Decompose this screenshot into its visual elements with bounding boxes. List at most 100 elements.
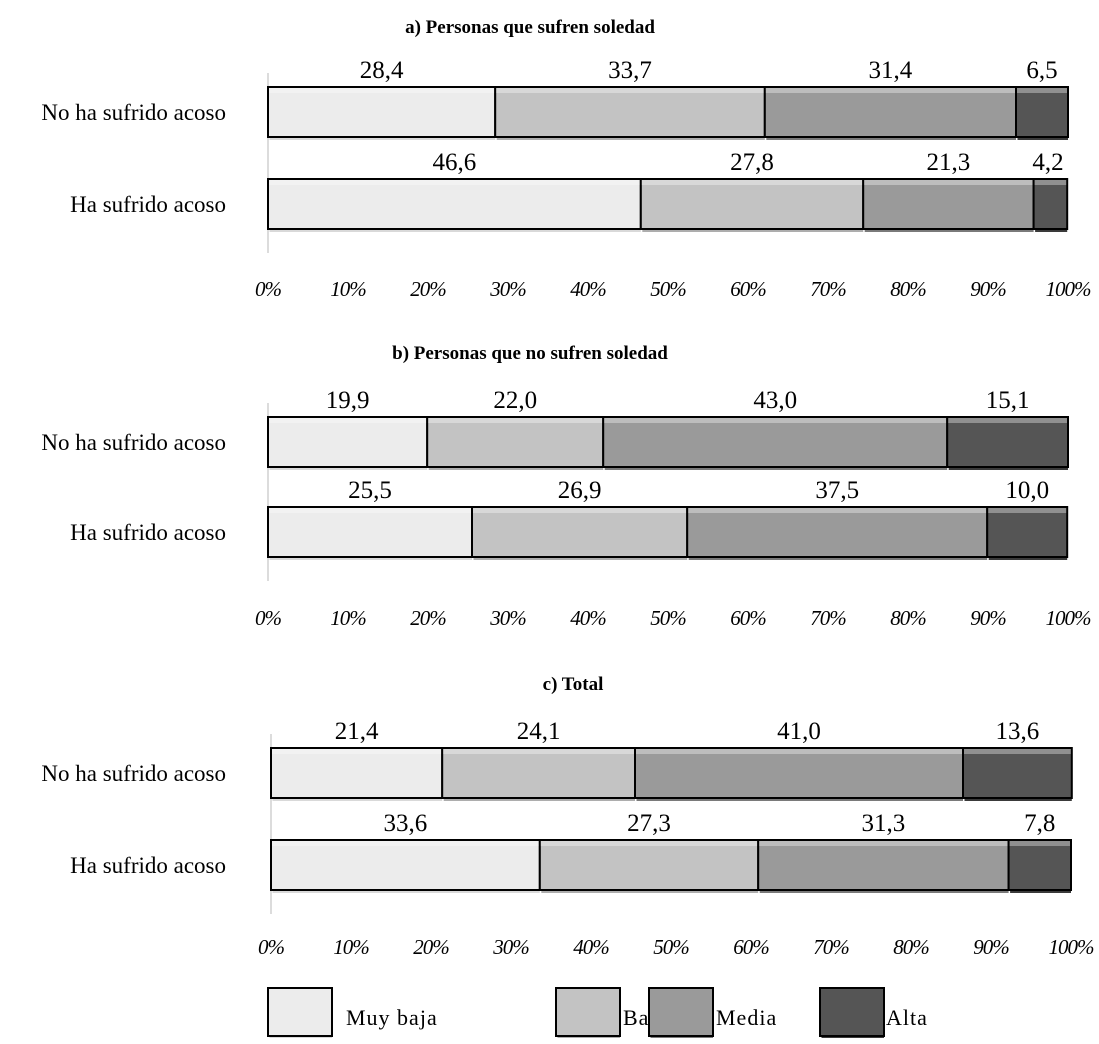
bar-segment-highlight bbox=[988, 508, 1067, 513]
x-tick-label: 60% bbox=[733, 935, 769, 959]
x-tick-label: 50% bbox=[650, 277, 686, 301]
x-tick-label: 30% bbox=[489, 606, 526, 630]
x-tick-label: 10% bbox=[330, 277, 366, 301]
bar-segment-highlight bbox=[269, 508, 471, 513]
chart-panel-1: a) Personas que sufren soledad No ha sufr… bbox=[41, 17, 1092, 301]
bar-segment-alta bbox=[946, 416, 1070, 468]
legend: Muy baja Baja Media Alta bbox=[267, 987, 928, 1038]
data-label: 22,0 bbox=[493, 387, 537, 414]
legend-label: Muy baja bbox=[346, 1005, 438, 1030]
bar-segment-highlight bbox=[540, 841, 758, 846]
data-label: 31,4 bbox=[869, 57, 913, 84]
data-label: 4,2 bbox=[1032, 149, 1063, 176]
x-tick-label: 60% bbox=[730, 277, 766, 301]
bar-segment-highlight bbox=[428, 418, 603, 423]
bar-segment-highlight bbox=[269, 88, 495, 93]
bar-segment-highlight bbox=[765, 88, 1015, 93]
bar-segment-highlight bbox=[1034, 180, 1067, 185]
data-label: 33,7 bbox=[608, 57, 652, 84]
x-tick-label: 50% bbox=[650, 606, 686, 630]
x-tick-label: 100% bbox=[1046, 277, 1092, 301]
bar-segment-media bbox=[602, 416, 949, 468]
bar-segment-media bbox=[763, 86, 1017, 138]
legend-swatch bbox=[555, 987, 621, 1037]
x-tick-label: 10% bbox=[330, 606, 366, 630]
x-tick-label: 0% bbox=[255, 606, 282, 630]
x-tick-label: 80% bbox=[893, 935, 929, 959]
panel-title: a) Personas que sufren soledad bbox=[405, 17, 655, 38]
x-tick-label: 20% bbox=[410, 606, 446, 630]
legend-label: Media bbox=[716, 1005, 777, 1030]
data-label: 37,5 bbox=[815, 477, 859, 504]
bar-segment-highlight bbox=[269, 180, 640, 185]
bar-segment-media bbox=[757, 839, 1010, 891]
data-label: 15,1 bbox=[986, 387, 1030, 414]
category-label: Ha sufrido acoso bbox=[70, 192, 226, 217]
legend-swatch bbox=[648, 987, 714, 1037]
x-tick-label: 90% bbox=[973, 935, 1009, 959]
bar-segment-muy-baja bbox=[270, 839, 541, 891]
data-label: 26,9 bbox=[558, 477, 602, 504]
data-label: 25,5 bbox=[348, 477, 392, 504]
bar-segment-highlight bbox=[688, 508, 987, 513]
x-tick-label: 90% bbox=[970, 277, 1006, 301]
data-label: 28,4 bbox=[360, 57, 404, 84]
legend-item: Alta bbox=[819, 987, 928, 1038]
data-label: 46,6 bbox=[433, 149, 477, 176]
x-tick-label: 30% bbox=[492, 935, 529, 959]
bar-segment-muy-baja bbox=[267, 416, 429, 468]
x-tick-label: 80% bbox=[890, 277, 926, 301]
bar-segment-baja bbox=[538, 839, 760, 891]
panel-title: b) Personas que no sufren soledad bbox=[392, 343, 668, 364]
chart-panel-3: c) Total No ha sufrido acoso 21,4 24,1 41,0 1… bbox=[41, 674, 1095, 959]
bar-segment-highlight bbox=[604, 418, 947, 423]
x-tick-label: 70% bbox=[810, 277, 846, 301]
data-label: 41,0 bbox=[777, 718, 821, 745]
bar-segment-alta bbox=[962, 747, 1073, 799]
x-tick-label: 50% bbox=[653, 935, 689, 959]
bar-segment-media bbox=[686, 506, 989, 558]
data-label: 27,8 bbox=[730, 149, 774, 176]
data-label: 43,0 bbox=[753, 387, 797, 414]
x-tick-label: 20% bbox=[413, 935, 449, 959]
bar-segment-muy-baja bbox=[267, 86, 497, 138]
bar-segment-highlight bbox=[443, 749, 634, 754]
x-tick-label: 40% bbox=[570, 277, 606, 301]
data-label: 24,1 bbox=[517, 718, 561, 745]
data-label: 27,3 bbox=[627, 810, 671, 837]
x-tick-label: 10% bbox=[333, 935, 369, 959]
x-tick-label: 70% bbox=[810, 606, 846, 630]
legend-swatch bbox=[267, 987, 333, 1037]
x-tick-label: 0% bbox=[258, 935, 285, 959]
x-tick-label: 30% bbox=[489, 277, 526, 301]
data-label: 19,9 bbox=[326, 387, 370, 414]
bar-segment-highlight bbox=[272, 749, 442, 754]
bar-segment-highlight bbox=[641, 180, 863, 185]
bar-segment-highlight bbox=[473, 508, 687, 513]
data-label: 31,3 bbox=[862, 810, 906, 837]
bar-segment-highlight bbox=[759, 841, 1008, 846]
bar-segment-muy-baja bbox=[267, 506, 473, 558]
x-tick-label: 20% bbox=[410, 277, 446, 301]
bar-segment-muy-baja bbox=[267, 178, 642, 230]
legend-item: Media bbox=[648, 987, 777, 1038]
category-label: No ha sufrido acoso bbox=[41, 430, 226, 455]
data-label: 7,8 bbox=[1024, 810, 1055, 837]
data-label: 6,5 bbox=[1026, 57, 1057, 84]
x-tick-label: 80% bbox=[890, 606, 926, 630]
legend-swatch bbox=[819, 987, 885, 1037]
bar-segment-baja bbox=[494, 86, 766, 138]
x-tick-label: 90% bbox=[970, 606, 1006, 630]
category-label: Ha sufrido acoso bbox=[70, 853, 226, 878]
x-tick-label: 70% bbox=[813, 935, 849, 959]
data-label: 10,0 bbox=[1005, 477, 1049, 504]
data-label: 13,6 bbox=[996, 718, 1040, 745]
bar-segment-media bbox=[634, 747, 964, 799]
category-label: No ha sufrido acoso bbox=[41, 100, 226, 125]
bar-segment-muy-baja bbox=[270, 747, 444, 799]
legend-label: Alta bbox=[886, 1005, 928, 1030]
bar-segment-highlight bbox=[1009, 841, 1070, 846]
bar-segment-highlight bbox=[636, 749, 962, 754]
